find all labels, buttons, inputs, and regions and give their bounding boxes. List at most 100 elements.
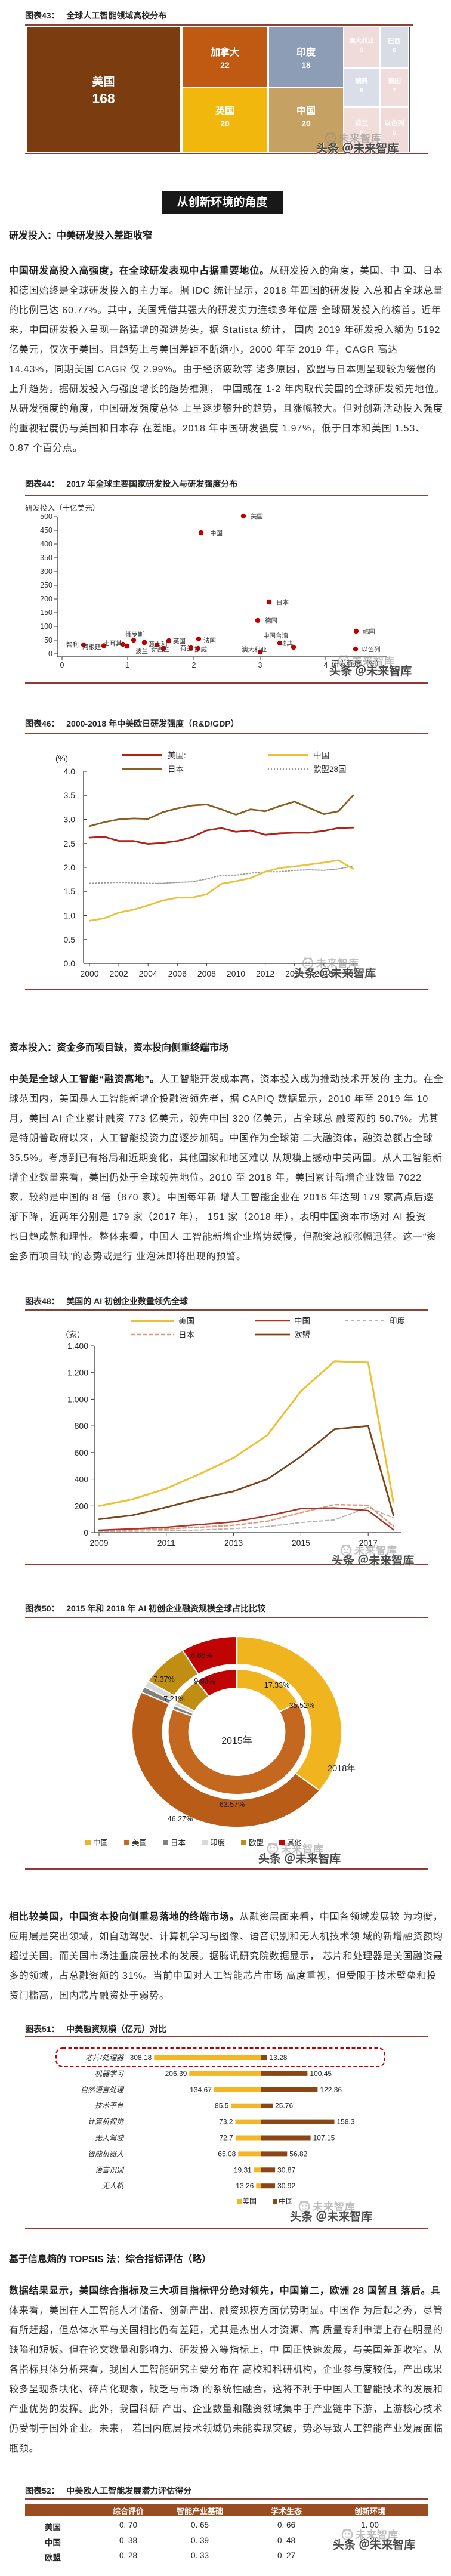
svg-text:56.82: 56.82	[289, 2149, 307, 2158]
svg-text:800: 800	[75, 1421, 89, 1431]
svg-text:法国: 法国	[203, 637, 216, 644]
svg-text:19.31: 19.31	[234, 2166, 252, 2174]
svg-text:7.37%: 7.37%	[153, 1675, 174, 1684]
svg-text:智利: 智利	[66, 641, 79, 648]
svg-text:200: 200	[75, 1501, 89, 1511]
svg-text:1.0: 1.0	[64, 911, 76, 921]
svg-text:2006: 2006	[168, 969, 187, 978]
svg-text:中国: 中国	[294, 1317, 310, 1326]
svg-text:2018年: 2018年	[328, 1763, 356, 1774]
svg-text:0: 0	[48, 650, 52, 658]
svg-text:土耳其: 土耳其	[103, 640, 122, 647]
svg-text:印度: 印度	[389, 1317, 405, 1326]
svg-text:2: 2	[192, 661, 196, 669]
svg-text:3: 3	[258, 661, 262, 669]
svg-text:日本: 日本	[178, 1330, 194, 1339]
svg-text:2.5: 2.5	[64, 839, 76, 848]
svg-text:2008: 2008	[197, 969, 216, 978]
svg-text:技术平台: 技术平台	[95, 2102, 124, 2110]
svg-text:400: 400	[75, 1475, 89, 1484]
svg-text:机器学习: 机器学习	[95, 2070, 124, 2078]
svg-text:意大利: 意大利	[149, 640, 168, 648]
svg-text:日本: 日本	[276, 598, 289, 606]
svg-text:85.5: 85.5	[215, 2102, 229, 2110]
svg-text:300: 300	[40, 567, 52, 576]
svg-text:350: 350	[40, 554, 52, 562]
svg-text:中国: 中国	[93, 1838, 108, 1847]
svg-text:2015: 2015	[292, 1538, 310, 1548]
svg-text:9.93%: 9.93%	[194, 1677, 215, 1685]
svg-text:65.08: 65.08	[218, 2149, 236, 2158]
svg-text:（家）: （家）	[61, 1330, 85, 1339]
svg-text:2014: 2014	[285, 969, 304, 978]
svg-text:荷兰: 荷兰	[180, 644, 193, 652]
svg-text:2013: 2013	[224, 1538, 243, 1548]
svg-text:中国台湾: 中国台湾	[263, 632, 288, 640]
svg-text:0: 0	[60, 661, 64, 669]
svg-text:450: 450	[40, 526, 52, 535]
svg-text:1,200: 1,200	[67, 1368, 88, 1377]
svg-text:挪威: 挪威	[194, 645, 207, 653]
svg-text:72.7: 72.7	[219, 2134, 233, 2142]
svg-text:600: 600	[75, 1448, 89, 1457]
svg-text:4.0: 4.0	[64, 767, 76, 776]
svg-text:英国: 英国	[173, 637, 186, 645]
svg-text:1.5: 1.5	[64, 887, 76, 896]
svg-text:8.68%: 8.68%	[191, 1651, 212, 1660]
svg-text:25.76: 25.76	[275, 2102, 293, 2110]
svg-text:158.3: 158.3	[337, 2118, 355, 2126]
svg-text:计算机视觉: 计算机视觉	[88, 2118, 125, 2126]
svg-text:中国: 中国	[210, 529, 223, 537]
svg-text:美国:: 美国:	[168, 751, 186, 760]
svg-text:智能机器人: 智能机器人	[88, 2149, 123, 2158]
svg-text:2017: 2017	[359, 1538, 378, 1548]
svg-text:俄罗斯: 俄罗斯	[125, 631, 144, 638]
svg-text:2018: 2018	[344, 969, 362, 978]
svg-text:500: 500	[40, 512, 52, 521]
svg-text:新西兰: 新西兰	[151, 645, 170, 653]
svg-text:2000: 2000	[80, 969, 98, 978]
svg-text:欧盟: 欧盟	[294, 1330, 310, 1339]
svg-text:35.52%: 35.52%	[289, 1701, 314, 1710]
svg-text:无人驾驶: 无人驾驶	[95, 2134, 125, 2142]
svg-text:阿根廷: 阿根廷	[82, 643, 101, 651]
svg-text:中国: 中国	[279, 2197, 293, 2206]
svg-text:206.39: 206.39	[165, 2070, 187, 2078]
svg-text:1,000: 1,000	[67, 1394, 88, 1404]
svg-text:0.5: 0.5	[64, 935, 76, 944]
svg-text:自然语言处理: 自然语言处理	[81, 2086, 125, 2094]
svg-text:日本: 日本	[168, 765, 184, 774]
svg-text:美国: 美国	[242, 2197, 257, 2206]
svg-text:(%): (%)	[55, 754, 68, 763]
svg-text:2015年: 2015年	[221, 1735, 252, 1746]
svg-text:46.27%: 46.27%	[168, 1815, 193, 1823]
svg-text:2002: 2002	[110, 969, 128, 978]
svg-text:2009: 2009	[89, 1538, 108, 1548]
svg-text:3.5: 3.5	[64, 790, 76, 800]
svg-text:150: 150	[40, 609, 52, 617]
svg-text:400: 400	[40, 540, 52, 548]
svg-text:0: 0	[84, 1528, 88, 1537]
svg-text:2012: 2012	[256, 969, 274, 978]
svg-text:2010: 2010	[227, 969, 245, 978]
svg-text:100.45: 100.45	[310, 2070, 332, 2078]
svg-text:1,400: 1,400	[67, 1341, 88, 1351]
svg-text:语言识别: 语言识别	[95, 2166, 125, 2174]
svg-text:122.36: 122.36	[320, 2086, 342, 2094]
svg-text:50: 50	[44, 636, 52, 644]
svg-text:30.87: 30.87	[277, 2166, 295, 2174]
svg-text:0.0: 0.0	[64, 959, 76, 968]
svg-text:308.18: 308.18	[130, 2053, 152, 2062]
svg-text:3.0: 3.0	[64, 815, 76, 824]
svg-text:德国: 德国	[265, 617, 277, 625]
svg-text:100: 100	[40, 622, 52, 631]
svg-text:研发投入（十亿美元）: 研发投入（十亿美元）	[25, 504, 100, 512]
svg-text:印度: 印度	[210, 1838, 225, 1847]
svg-text:2004: 2004	[139, 969, 157, 978]
svg-text:瑞典: 瑞典	[280, 640, 293, 647]
svg-text:2.0: 2.0	[64, 863, 76, 872]
svg-text:17.33%: 17.33%	[264, 1681, 289, 1689]
svg-text:中国: 中国	[313, 751, 329, 760]
svg-text:2011: 2011	[157, 1538, 175, 1548]
svg-text:芯片/处理器: 芯片/处理器	[86, 2053, 124, 2062]
